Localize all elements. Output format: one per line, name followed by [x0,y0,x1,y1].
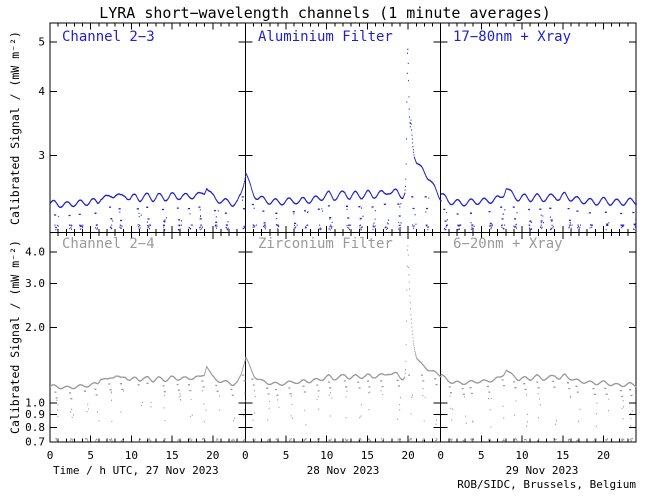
x-tick-label: 5 [478,449,485,462]
axes-frame [49,22,637,443]
y-tick-label: 0.7 [25,436,45,449]
x-tick-label: 10 [125,449,138,462]
x-tick-label: 0 [47,449,54,462]
plot-title: LYRA short−wavelength channels (1 minute… [99,4,551,22]
panel-label-6-20nm-xray: 6−20nm + Xray [453,236,563,252]
x-tick-label: 15 [556,449,569,462]
y-tick-label: 1.0 [25,397,45,410]
y-tick-label: 5 [38,36,45,49]
x-tick-label: 15 [165,449,178,462]
x-tick-label: 5 [87,449,94,462]
x-axis-date-28-nov: 28 Nov 2023 [306,464,380,477]
y-tick-label: 0.9 [25,408,45,421]
x-tick-label: 10 [515,449,528,462]
x-tick-label: 10 [320,449,333,462]
panel-label-channel-2-3: Channel 2−3 [62,29,155,45]
series-channel-2-4 [50,245,637,442]
x-axis-date-29-nov: 29 Nov 2023 [505,464,579,477]
y-tick-label: 2.0 [25,321,45,334]
y-tick-label: 0.8 [25,421,45,434]
panel-label-channel-2-4: Channel 2−4 [62,236,155,252]
panel-label-17-80nm-xray: 17−80nm + Xray [453,29,572,45]
series-channel-2-3 [50,48,637,231]
x-tick-label: 20 [401,449,414,462]
x-tick-label: 0 [437,449,444,462]
y-tick-label: 4.0 [25,245,45,258]
y-tick-label: 4 [38,85,45,98]
panel-label-aluminium-filter: Aluminium Filter [258,29,393,45]
x-tick-label: 20 [597,449,610,462]
y-tick-label: 3.0 [25,277,45,290]
x-axis-date-27-nov: Time / h UTC, 27 Nov 2023 [53,464,219,477]
x-tick-label: 5 [283,449,290,462]
x-tick-label: 0 [242,449,249,462]
credit-label: ROB/SIDC, Brussels, Belgium [457,478,636,491]
panel-label-zirconium-filter: Zirconium Filter [258,236,393,252]
x-tick-label: 15 [361,449,374,462]
y-axis-label-bottom: Calibrated Signal / (mW m⁻²) [8,240,22,434]
y-axis-label-top: Calibrated Signal / (mW m⁻²) [8,31,22,225]
y-tick-label: 3 [38,149,45,162]
x-tick-label: 20 [206,449,219,462]
